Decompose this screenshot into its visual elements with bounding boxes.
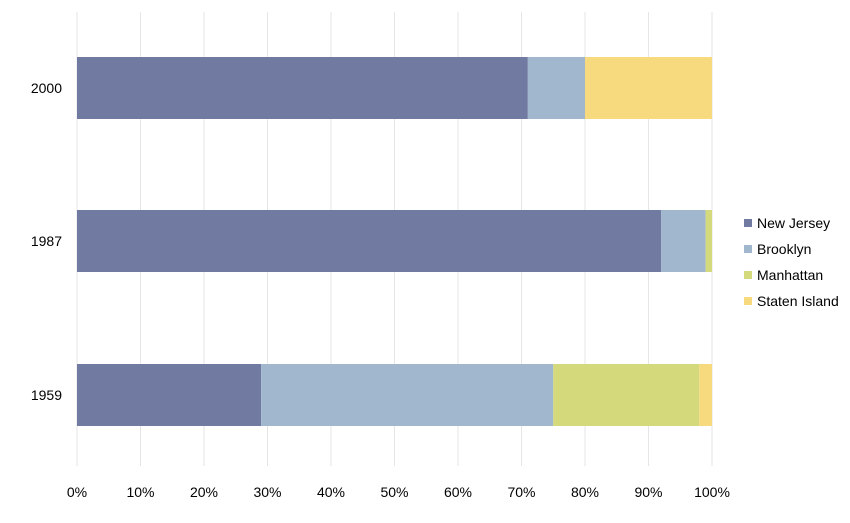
- legend: New Jersey Brooklyn Manhattan Staten Island: [744, 210, 848, 314]
- legend-item: Brooklyn: [744, 236, 848, 262]
- legend-label: Brooklyn: [757, 241, 812, 257]
- bar-segment: [661, 210, 706, 272]
- x-tick-label: 50%: [380, 484, 408, 500]
- bar-segment: [261, 364, 554, 426]
- x-tick-label: 10%: [126, 484, 154, 500]
- legend-swatch: [744, 297, 752, 305]
- x-tick-label: 90%: [634, 484, 662, 500]
- legend-swatch: [744, 271, 752, 279]
- legend-swatch: [744, 219, 752, 227]
- x-tick-label: 70%: [507, 484, 535, 500]
- x-tick-label: 40%: [317, 484, 345, 500]
- bar-segment: [553, 364, 700, 426]
- legend-label: New Jersey: [757, 215, 831, 231]
- legend-swatch: [744, 245, 752, 253]
- bar-segment: [527, 57, 585, 119]
- bar-segment: [77, 364, 262, 426]
- legend-label: Manhattan: [757, 267, 824, 283]
- bars: [77, 57, 712, 426]
- legend-item: Staten Island: [744, 288, 848, 314]
- bar-segment: [699, 364, 712, 426]
- x-tick-label: 0%: [67, 484, 87, 500]
- x-axis-labels: 0% 10% 20% 30% 40% 50% 60% 70% 80% 90% 100%: [67, 484, 730, 500]
- legend-label: Staten Island: [757, 293, 839, 309]
- y-tick-label: 2000: [31, 80, 62, 96]
- x-tick-label: 30%: [253, 484, 281, 500]
- y-tick-label: 1959: [31, 387, 62, 403]
- x-tick-label: 80%: [571, 484, 599, 500]
- x-tick-label: 100%: [694, 484, 730, 500]
- x-tick-label: 20%: [190, 484, 218, 500]
- bar-segment: [705, 210, 712, 272]
- legend-item: New Jersey: [744, 210, 848, 236]
- bar-segment: [77, 210, 662, 272]
- x-tick-label: 60%: [444, 484, 472, 500]
- bar-segment: [585, 57, 712, 119]
- y-axis-labels: 2000 1987 1959: [31, 80, 62, 403]
- bar-segment: [77, 57, 528, 119]
- legend-item: Manhattan: [744, 262, 848, 288]
- y-tick-label: 1987: [31, 233, 62, 249]
